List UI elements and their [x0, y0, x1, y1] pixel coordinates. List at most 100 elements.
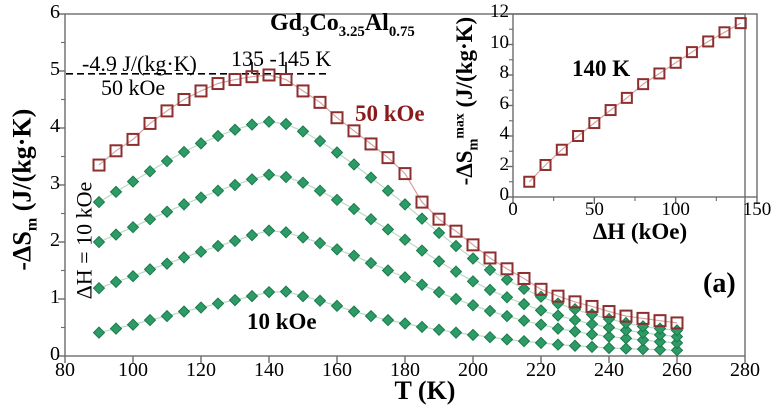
inset-x-tick-label: 150 [742, 199, 772, 220]
main-x-tick-label: 280 [730, 359, 760, 381]
diamond-marker [551, 297, 565, 310]
diamond-marker [398, 233, 412, 246]
diamond-marker [126, 318, 140, 331]
diamond-marker [619, 324, 633, 337]
open-square-marker [588, 117, 601, 130]
open-square-marker [330, 111, 344, 125]
peak-temperature-range-annotation: 135 -145 K [231, 46, 332, 71]
diamond-marker [534, 290, 548, 303]
diamond-marker [568, 339, 582, 352]
diamond-marker [313, 294, 327, 307]
diamond-marker [211, 184, 225, 197]
open-square-marker [637, 78, 650, 91]
diamond-marker [177, 251, 191, 264]
open-square-marker [572, 130, 585, 142]
diamond-marker [313, 236, 327, 250]
diamond-marker [109, 275, 123, 289]
open-square-marker [347, 124, 361, 138]
diamond-marker [279, 285, 293, 298]
diamond-marker [177, 305, 191, 318]
diamond-marker [194, 137, 208, 150]
diamond-marker [177, 145, 191, 159]
diamond-marker [551, 309, 565, 322]
open-square-marker [585, 299, 599, 313]
diamond-marker [534, 318, 548, 331]
diamond-marker [92, 235, 106, 249]
diamond-marker [466, 252, 480, 265]
diamond-marker [381, 223, 395, 236]
main-y-tick-label: 4 [50, 115, 60, 137]
diamond-marker [466, 275, 480, 288]
diamond-marker [449, 239, 463, 253]
open-square-marker [381, 151, 395, 165]
diamond-marker [364, 256, 378, 270]
diamond-marker [483, 263, 497, 277]
diamond-marker [585, 317, 599, 331]
diamond-marker [211, 297, 225, 310]
diamond-marker [534, 304, 548, 317]
diamond-marker [500, 273, 514, 286]
inset-x-tick-label: 0 [508, 199, 518, 220]
diamond-marker [126, 220, 140, 234]
diamond-marker [653, 335, 667, 348]
inset-y-tick-label: 6 [499, 92, 510, 114]
inset-y-tick-label: 4 [499, 123, 510, 144]
main-x-tick-label: 260 [662, 359, 692, 381]
diamond-marker [449, 292, 463, 306]
open-square-marker [555, 143, 568, 156]
main-x-tick-label: 140 [254, 359, 284, 381]
main-x-tick-label: 120 [186, 359, 216, 381]
diamond-marker [602, 312, 616, 326]
main-x-tick-label: 80 [55, 359, 75, 381]
diamond-marker [432, 285, 446, 299]
diamond-marker [551, 338, 565, 351]
diamond-marker [636, 326, 650, 339]
diamond-marker [398, 271, 412, 284]
diamond-marker [194, 301, 208, 314]
diamond-marker [160, 257, 174, 270]
diamond-marker [160, 154, 174, 168]
open-square-marker [534, 282, 548, 296]
panel-letter-label: (a) [703, 268, 736, 299]
diamond-marker [347, 249, 361, 262]
diamond-marker [245, 289, 259, 303]
diamond-marker [619, 342, 633, 355]
diamond-marker [262, 285, 276, 299]
inset-x-tick-label: 100 [661, 199, 690, 220]
diamond-marker [381, 313, 395, 327]
diamond-marker [160, 205, 174, 218]
diamond-marker [500, 333, 514, 346]
diamond-marker [364, 212, 378, 226]
inset-temperature-annotation: 140 K [572, 56, 631, 81]
diamond-marker [296, 125, 310, 138]
inset-y-axis-label: -ΔSmmax (J/(kg·K) [451, 16, 482, 186]
diamond-marker [670, 344, 684, 357]
diamond-marker [517, 334, 531, 348]
diamond-marker [670, 330, 684, 343]
diamond-marker [534, 336, 548, 350]
open-square-marker [296, 84, 310, 98]
diamond-marker [670, 324, 684, 337]
open-square-marker [483, 251, 497, 265]
diamond-marker [449, 265, 463, 278]
chart-title: Gd3Co3.25Al0.75 [270, 10, 415, 40]
diamond-marker [177, 198, 191, 211]
diamond-marker [415, 320, 429, 334]
open-square-marker [466, 238, 480, 252]
main-y-tick-label: 6 [50, 1, 60, 23]
diamond-marker [636, 342, 650, 356]
diamond-marker [636, 333, 650, 347]
diamond-marker [109, 228, 123, 241]
diamond-marker [109, 185, 123, 199]
delta-h-series-label: ΔH = 10 kOe [71, 181, 97, 300]
diamond-marker [92, 326, 106, 339]
diamond-marker [653, 343, 667, 356]
open-square-marker [539, 158, 552, 171]
diamond-marker [602, 321, 616, 334]
open-square-marker [620, 91, 633, 104]
diamond-marker [568, 325, 582, 338]
open-square-marker [194, 84, 208, 98]
diamond-marker [449, 326, 463, 339]
